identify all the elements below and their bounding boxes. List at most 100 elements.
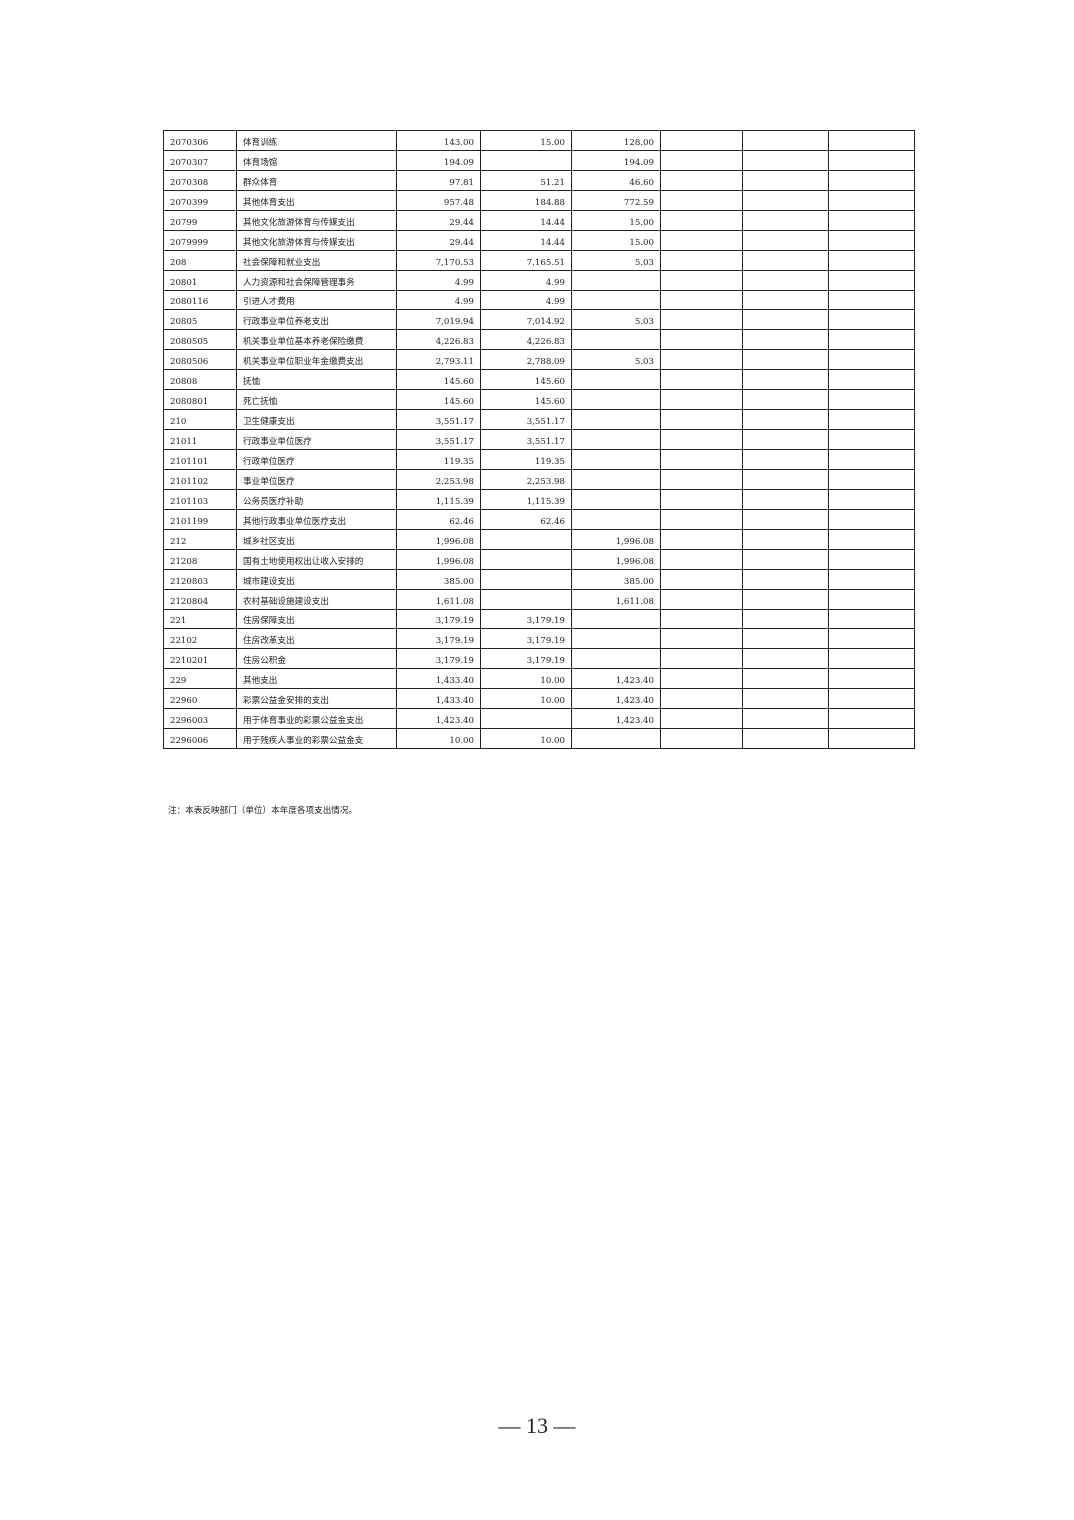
item-name-cell: 体育训练 bbox=[236, 130, 397, 151]
item-name-cell: 行政事业单位医疗 bbox=[236, 429, 397, 450]
amount-cell bbox=[571, 409, 661, 431]
amount-cell bbox=[828, 130, 915, 151]
amount-cell bbox=[660, 648, 743, 670]
table-row: 212 城乡社区支出 1,996.08 1,996.08 bbox=[163, 528, 915, 550]
amount-cell bbox=[742, 209, 829, 231]
amount-cell: 10.00 bbox=[480, 688, 572, 710]
amount-cell bbox=[660, 488, 743, 510]
amount-cell: 2,253.98 bbox=[480, 468, 572, 490]
amount-cell bbox=[660, 269, 743, 291]
amount-cell bbox=[571, 369, 661, 391]
code-cell: 20805 bbox=[163, 309, 237, 331]
amount-cell: 4,226.83 bbox=[480, 329, 572, 351]
amount-cell bbox=[660, 668, 743, 690]
amount-cell bbox=[742, 608, 829, 630]
amount-cell: 14.44 bbox=[480, 229, 572, 251]
amount-cell bbox=[828, 169, 915, 191]
amount-cell bbox=[660, 169, 743, 191]
amount-cell: 10.00 bbox=[480, 668, 572, 690]
amount-cell bbox=[828, 449, 915, 470]
table-row: 229 其他支出 1,433.40 10.00 1,423.40 bbox=[163, 668, 915, 690]
code-cell: 2080506 bbox=[163, 349, 237, 371]
item-name-cell: 社会保障和就业支出 bbox=[236, 249, 397, 271]
amount-cell bbox=[742, 688, 829, 710]
amount-cell: 3,551.17 bbox=[396, 429, 481, 450]
amount-cell: 3,551.17 bbox=[480, 429, 572, 450]
item-name-cell: 农村基础设施建设支出 bbox=[236, 588, 397, 610]
amount-cell bbox=[660, 329, 743, 351]
amount-cell bbox=[742, 648, 829, 670]
amount-cell bbox=[571, 468, 661, 490]
code-cell: 20808 bbox=[163, 369, 237, 391]
amount-cell bbox=[660, 688, 743, 710]
amount-cell bbox=[742, 568, 829, 590]
amount-cell bbox=[660, 568, 743, 590]
item-name-cell: 机关事业单位基本养老保险缴费 bbox=[236, 329, 397, 351]
amount-cell bbox=[571, 728, 661, 750]
amount-cell: 46.60 bbox=[571, 169, 661, 191]
amount-cell: 1,611.08 bbox=[571, 588, 661, 610]
amount-cell bbox=[660, 189, 743, 211]
amount-cell bbox=[660, 369, 743, 391]
amount-cell bbox=[742, 548, 829, 570]
amount-cell bbox=[660, 708, 743, 730]
amount-cell: 15.00 bbox=[571, 209, 661, 231]
table-row: 2070306 体育训练 143.00 15.00 128.00 bbox=[163, 130, 915, 151]
code-cell: 2070308 bbox=[163, 169, 237, 191]
amount-cell: 4.99 bbox=[396, 289, 481, 311]
page-number: — 13 — bbox=[498, 1413, 576, 1438]
table-row: 22960 彩票公益金安排的支出 1,433.40 10.00 1,423.40 bbox=[163, 688, 915, 710]
amount-cell bbox=[660, 289, 743, 311]
amount-cell bbox=[828, 728, 915, 750]
amount-cell: 3,179.19 bbox=[480, 628, 572, 650]
amount-cell bbox=[828, 249, 915, 271]
item-name-cell: 住房保障支出 bbox=[236, 608, 397, 630]
amount-cell bbox=[828, 468, 915, 490]
amount-cell: 1,611.08 bbox=[396, 588, 481, 610]
amount-cell bbox=[742, 708, 829, 730]
amount-cell: 385.00 bbox=[396, 568, 481, 590]
amount-cell bbox=[828, 708, 915, 730]
amount-cell bbox=[742, 468, 829, 490]
amount-cell bbox=[828, 389, 915, 411]
amount-cell bbox=[660, 229, 743, 251]
table-row: 20799 其他文化旅游体育与传媒支出 29.44 14.44 15.00 bbox=[163, 209, 915, 231]
table-row: 2120803 城市建设支出 385.00 385.00 bbox=[163, 568, 915, 590]
amount-cell bbox=[660, 249, 743, 271]
amount-cell bbox=[660, 209, 743, 231]
table-row: 2101101 行政单位医疗 119.35 119.35 bbox=[163, 449, 915, 470]
item-name-cell: 卫生健康支出 bbox=[236, 409, 397, 431]
amount-cell: 5.03 bbox=[571, 309, 661, 331]
amount-cell bbox=[660, 349, 743, 371]
code-cell: 2070307 bbox=[163, 149, 237, 171]
table-row: 20801 人力资源和社会保障管理事务 4.99 4.99 bbox=[163, 269, 915, 291]
code-cell: 22102 bbox=[163, 628, 237, 650]
amount-cell: 3,179.19 bbox=[480, 608, 572, 630]
amount-cell bbox=[828, 229, 915, 251]
amount-cell bbox=[571, 508, 661, 530]
amount-cell bbox=[480, 588, 572, 610]
amount-cell bbox=[828, 588, 915, 610]
amount-cell bbox=[828, 309, 915, 331]
amount-cell bbox=[660, 309, 743, 331]
amount-cell bbox=[571, 608, 661, 630]
table-row: 21208 国有土地使用权出让收入安排的 1,996.08 1,996.08 bbox=[163, 548, 915, 570]
amount-cell: 15.00 bbox=[480, 130, 572, 151]
amount-cell: 14.44 bbox=[480, 209, 572, 231]
table-row: 2296003 用于体育事业的彩票公益金支出 1,423.40 1,423.40 bbox=[163, 708, 915, 730]
amount-cell: 51.21 bbox=[480, 169, 572, 191]
amount-cell bbox=[828, 269, 915, 291]
amount-cell bbox=[828, 409, 915, 431]
table-row: 2210201 住房公积金 3,179.19 3,179.19 bbox=[163, 648, 915, 670]
amount-cell bbox=[480, 149, 572, 171]
code-cell: 221 bbox=[163, 608, 237, 630]
amount-cell bbox=[828, 149, 915, 171]
table-row: 2101102 事业单位医疗 2,253.98 2,253.98 bbox=[163, 468, 915, 490]
amount-cell bbox=[742, 409, 829, 431]
item-name-cell: 住房公积金 bbox=[236, 648, 397, 670]
code-cell: 229 bbox=[163, 668, 237, 690]
amount-cell: 29.44 bbox=[396, 229, 481, 251]
amount-cell: 1,423.40 bbox=[396, 708, 481, 730]
expenditure-table: 2070306 体育训练 143.00 15.00 128.00 2070307 体育场馆 1… bbox=[163, 130, 915, 750]
item-name-cell: 行政事业单位养老支出 bbox=[236, 309, 397, 331]
